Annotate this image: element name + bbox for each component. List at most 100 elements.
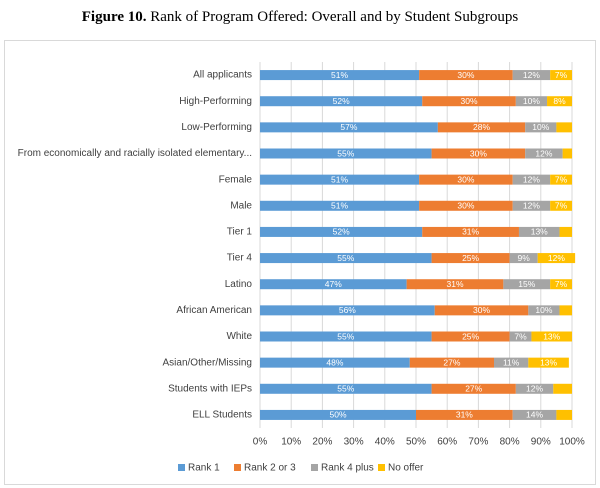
data-label: 30%	[461, 96, 478, 106]
data-label: 7%	[514, 331, 527, 341]
x-tick-label: 50%	[406, 437, 426, 448]
legend-label: No offer	[388, 463, 424, 474]
bar-segment	[260, 409, 416, 420]
legend-swatch	[378, 464, 385, 471]
bar-segment	[260, 279, 407, 290]
x-tick-label: 80%	[500, 437, 520, 448]
data-label: 31%	[446, 279, 463, 289]
data-label: 10%	[523, 96, 540, 106]
bar-segment	[422, 226, 519, 237]
data-label: 15%	[518, 279, 535, 289]
legend-swatch	[178, 464, 185, 471]
bar-segment	[406, 279, 504, 290]
bar-segment	[559, 305, 572, 316]
bar-segment	[559, 226, 572, 237]
bar-segment	[512, 174, 551, 185]
data-label: 51%	[331, 201, 348, 211]
bar-segment	[503, 279, 551, 290]
x-tick-label: 0%	[253, 437, 268, 448]
data-label: 30%	[457, 174, 474, 184]
data-label: 27%	[465, 384, 482, 394]
bar-segment	[515, 96, 548, 107]
bar-segment	[419, 70, 513, 81]
data-label: 51%	[331, 70, 348, 80]
legend-label: Rank 2 or 3	[244, 463, 296, 474]
x-tick-label: 70%	[468, 437, 488, 448]
legend-swatch	[311, 464, 318, 471]
bar-segment	[556, 122, 572, 133]
bar-segment	[553, 383, 572, 394]
data-label: 51%	[331, 174, 348, 184]
bar-segment	[260, 174, 420, 185]
bar-segment	[260, 253, 432, 264]
bar-segment	[419, 200, 513, 211]
data-label: 28%	[473, 122, 490, 132]
bar-segment	[537, 253, 576, 264]
data-label: 30%	[457, 70, 474, 80]
data-label: 13%	[543, 331, 560, 341]
data-label: 7%	[555, 279, 568, 289]
bar-segment	[260, 383, 432, 394]
bar-segment	[431, 148, 526, 159]
data-label: 9%	[517, 253, 530, 263]
data-label: 27%	[443, 357, 460, 367]
title-text: Rank of Program Offered: Overall and by …	[150, 9, 518, 25]
data-label: 12%	[523, 70, 540, 80]
bar-segment	[416, 409, 513, 420]
x-tick-label: 40%	[375, 437, 395, 448]
bar-segment	[419, 174, 513, 185]
data-label: 12%	[548, 253, 565, 263]
data-label: 30%	[457, 201, 474, 211]
data-label: 12%	[535, 148, 552, 158]
data-label: 10%	[535, 305, 552, 315]
data-label: 12%	[523, 174, 540, 184]
bar-segment	[562, 148, 572, 159]
bar-segment	[431, 383, 516, 394]
data-label: 47%	[325, 279, 342, 289]
data-label: 55%	[337, 331, 354, 341]
data-label: 31%	[462, 227, 479, 237]
bar-segment	[512, 409, 557, 420]
x-tick-label: 20%	[312, 437, 332, 448]
data-label: 52%	[333, 227, 350, 237]
y-tick-label: Students with IEPs	[168, 383, 252, 394]
y-tick-label: Tier 4	[227, 253, 253, 264]
data-label: 12%	[523, 201, 540, 211]
bar-segment	[509, 253, 538, 264]
bar-segment	[512, 70, 551, 81]
bar-segment	[550, 279, 572, 290]
y-tick-label: Asian/Other/Missing	[163, 357, 252, 368]
bar-segment	[422, 96, 516, 107]
bar-segment	[550, 70, 572, 81]
legend-swatch	[234, 464, 241, 471]
y-tick-label: Female	[219, 174, 253, 185]
y-tick-label: Low-Performing	[181, 122, 252, 133]
data-label: 52%	[333, 96, 350, 106]
data-label: 7%	[555, 70, 568, 80]
bar-segment	[512, 200, 551, 211]
y-tick-label: Male	[230, 200, 252, 211]
y-tick-label: African American	[176, 305, 252, 316]
data-label: 25%	[462, 331, 479, 341]
x-tick-label: 60%	[437, 437, 457, 448]
bar-segment	[431, 253, 510, 264]
bar-segment	[260, 70, 420, 81]
data-label: 13%	[531, 227, 548, 237]
y-tick-label: From economically and racially isolated …	[18, 148, 252, 159]
x-tick-label: 10%	[281, 437, 301, 448]
bar-segment	[515, 383, 554, 394]
bar-segment	[525, 122, 557, 133]
data-label: 48%	[326, 357, 343, 367]
chart-border	[4, 40, 596, 485]
chart-title: Figure 10. Rank of Program Offered: Over…	[82, 9, 519, 25]
data-label: 30%	[470, 148, 487, 158]
data-label: 56%	[339, 305, 356, 315]
y-tick-label: Tier 1	[227, 227, 253, 238]
data-label: 25%	[462, 253, 479, 263]
bar-segment	[434, 305, 529, 316]
bar-segment	[550, 174, 572, 185]
data-label: 14%	[526, 410, 543, 420]
legend-label: Rank 4 plus	[321, 463, 374, 474]
x-tick-label: 90%	[531, 437, 551, 448]
